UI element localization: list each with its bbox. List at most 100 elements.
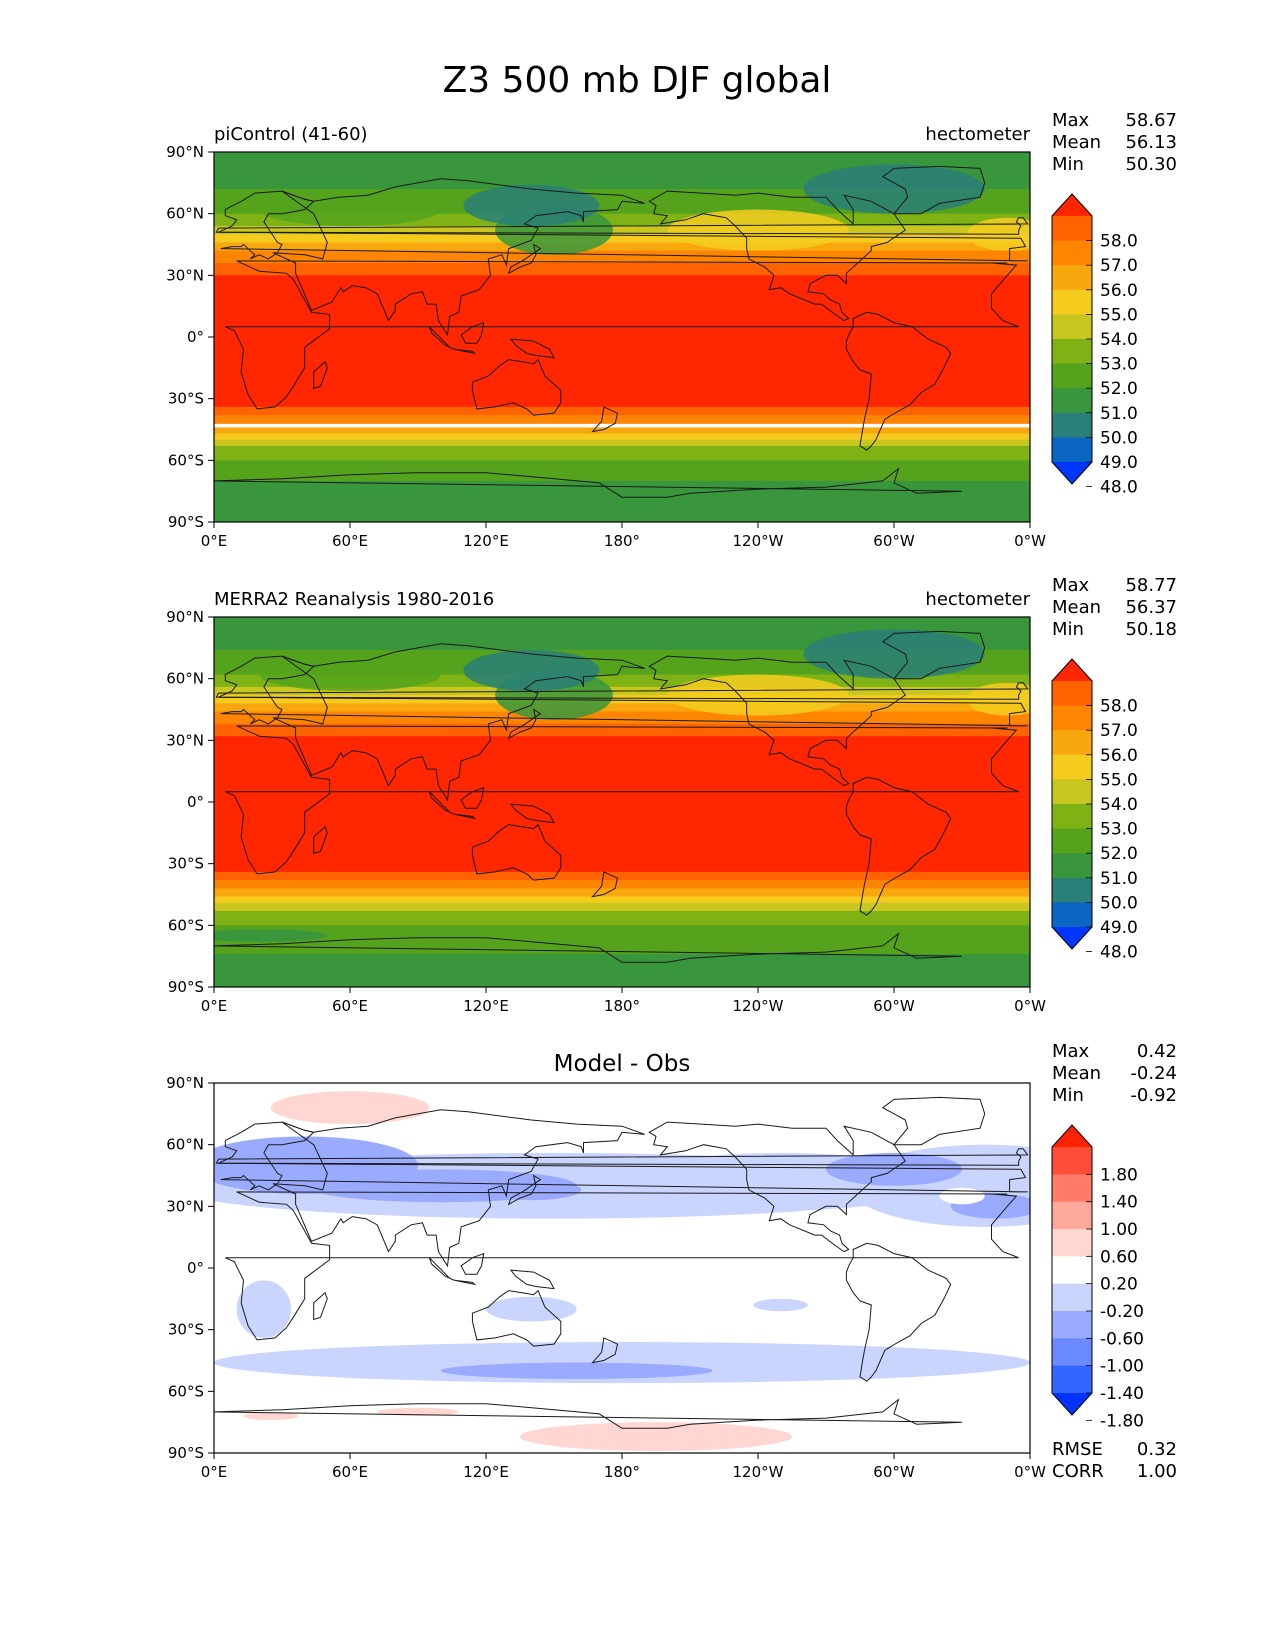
lon-tick-label: 180° [604, 997, 640, 1015]
lon-tick-label: 120°W [733, 997, 784, 1015]
contour-feature [463, 649, 600, 691]
contour-band [214, 433, 1030, 441]
lat-tick-label: 60°S [168, 451, 204, 469]
contour-band [214, 703, 1030, 713]
coastline [881, 1096, 986, 1146]
colorbar-segment [1052, 1174, 1092, 1203]
stat-name: Min [1052, 619, 1084, 640]
panel-1: 90°N 60°N 30°N 0° 30°S 60°S 90°S0°E 60°E 120°E 18… [166, 110, 1177, 550]
coastline [471, 358, 562, 416]
stat-name: Min [1052, 154, 1084, 175]
lat-tick-label: 60°N [166, 670, 204, 688]
colorbar-label: -0.60 [1100, 1329, 1144, 1349]
stat-name: Max [1052, 575, 1090, 596]
stat-name: Max [1052, 110, 1090, 131]
lat-tick-label: 30°N [166, 266, 204, 284]
coastline [454, 813, 477, 820]
colorbar-label: 52.0 [1100, 379, 1138, 399]
coastline [507, 708, 542, 740]
colorbar-label: 54.0 [1100, 330, 1138, 350]
contour-band [214, 250, 1030, 264]
lat-tick-label: 90°N [166, 608, 204, 626]
coastline [507, 243, 542, 275]
lon-tick-label: 120°E [463, 1463, 509, 1481]
colorbar-segment [1052, 314, 1092, 340]
contour-feature [259, 658, 441, 691]
coastline [845, 776, 952, 916]
contour-band [214, 242, 1030, 252]
lat-tick-label: 30°S [168, 855, 204, 873]
coastline [845, 311, 952, 451]
colorbar-segment [1052, 804, 1092, 830]
colorbar-label: 50.0 [1100, 893, 1138, 913]
lat-tick-label: 90°S [168, 1444, 204, 1462]
coastline [428, 791, 455, 815]
coastlines [214, 630, 1029, 963]
contour-band [214, 439, 1030, 447]
colorbar-label: 51.0 [1100, 869, 1138, 889]
contour-feature [243, 1411, 298, 1421]
coastline [428, 326, 455, 350]
coastline [215, 682, 1029, 700]
colorbar-label: 57.0 [1100, 256, 1138, 276]
lat-tick-label: 30°N [166, 731, 204, 749]
colorbar-segment [1052, 1256, 1092, 1285]
contour-feature [214, 929, 328, 942]
colorbar-extend-min [1052, 1393, 1092, 1415]
lat-tick-label: 30°N [166, 1197, 204, 1215]
lat-tick-label: 90°N [166, 1074, 204, 1092]
coastline [881, 630, 986, 680]
coastline [454, 348, 477, 355]
lon-tick-label: 0°E [201, 1463, 228, 1481]
lon-tick-label: 0°E [201, 532, 228, 550]
colorbar-extend-max [1052, 194, 1092, 216]
stat-value: 56.37 [1125, 597, 1177, 618]
colorbar-label: 49.0 [1100, 453, 1138, 473]
colorbar-label: 0.60 [1100, 1247, 1138, 1267]
coastline [845, 1242, 952, 1382]
panel-3: 90°N 60°N 30°N 0° 30°S 60°S 90°S0°E 60°E 120°E 18… [166, 1041, 1177, 1482]
colorbar-label: 54.0 [1100, 795, 1138, 815]
colorbar-segment [1052, 877, 1092, 903]
coastline [272, 643, 645, 802]
contour-feature [753, 1298, 808, 1312]
colorbar-label: 55.0 [1100, 305, 1138, 325]
colorbar-label: 57.0 [1100, 721, 1138, 741]
colorbar-segment [1052, 1201, 1092, 1230]
contour-band [214, 695, 1030, 704]
colorbar-extend-min [1052, 462, 1092, 484]
lat-tick-label: 0° [187, 793, 204, 811]
lat-tick-label: 30°S [168, 390, 204, 408]
contour-feature [803, 629, 985, 679]
coastline [471, 1289, 562, 1347]
lon-tick-label: 0°W [1014, 532, 1046, 550]
lon-tick-label: 180° [604, 532, 640, 550]
lon-tick-label: 60°W [873, 532, 915, 550]
colorbar-segment [1052, 730, 1092, 756]
coastline [428, 1257, 455, 1281]
contour-feature [520, 1422, 792, 1451]
colorbar-label: 58.0 [1100, 232, 1138, 252]
map-field [214, 1083, 1030, 1453]
colorbar-label: 56.0 [1100, 281, 1138, 301]
coastline [218, 1121, 1028, 1193]
extra-stat-name: CORR [1052, 1461, 1104, 1482]
contour-feature [463, 184, 600, 226]
contour-feature [481, 1179, 582, 1201]
stat-value: 56.13 [1125, 132, 1177, 153]
colorbar-segment [1052, 1365, 1092, 1394]
coastline [591, 1337, 619, 1364]
contour-band [214, 427, 1030, 435]
colorbar-label: 1.40 [1100, 1193, 1138, 1213]
colorbar-segment [1052, 388, 1092, 414]
coastline [881, 165, 986, 215]
map-field [214, 617, 1030, 987]
contour-band [214, 888, 1030, 898]
coastline [313, 1291, 328, 1321]
contour-band [214, 902, 1030, 912]
coastlines [214, 1096, 1029, 1429]
colorbar-segment [1052, 339, 1092, 365]
contour-band [214, 736, 1030, 873]
colorbar-label: 52.0 [1100, 844, 1138, 864]
